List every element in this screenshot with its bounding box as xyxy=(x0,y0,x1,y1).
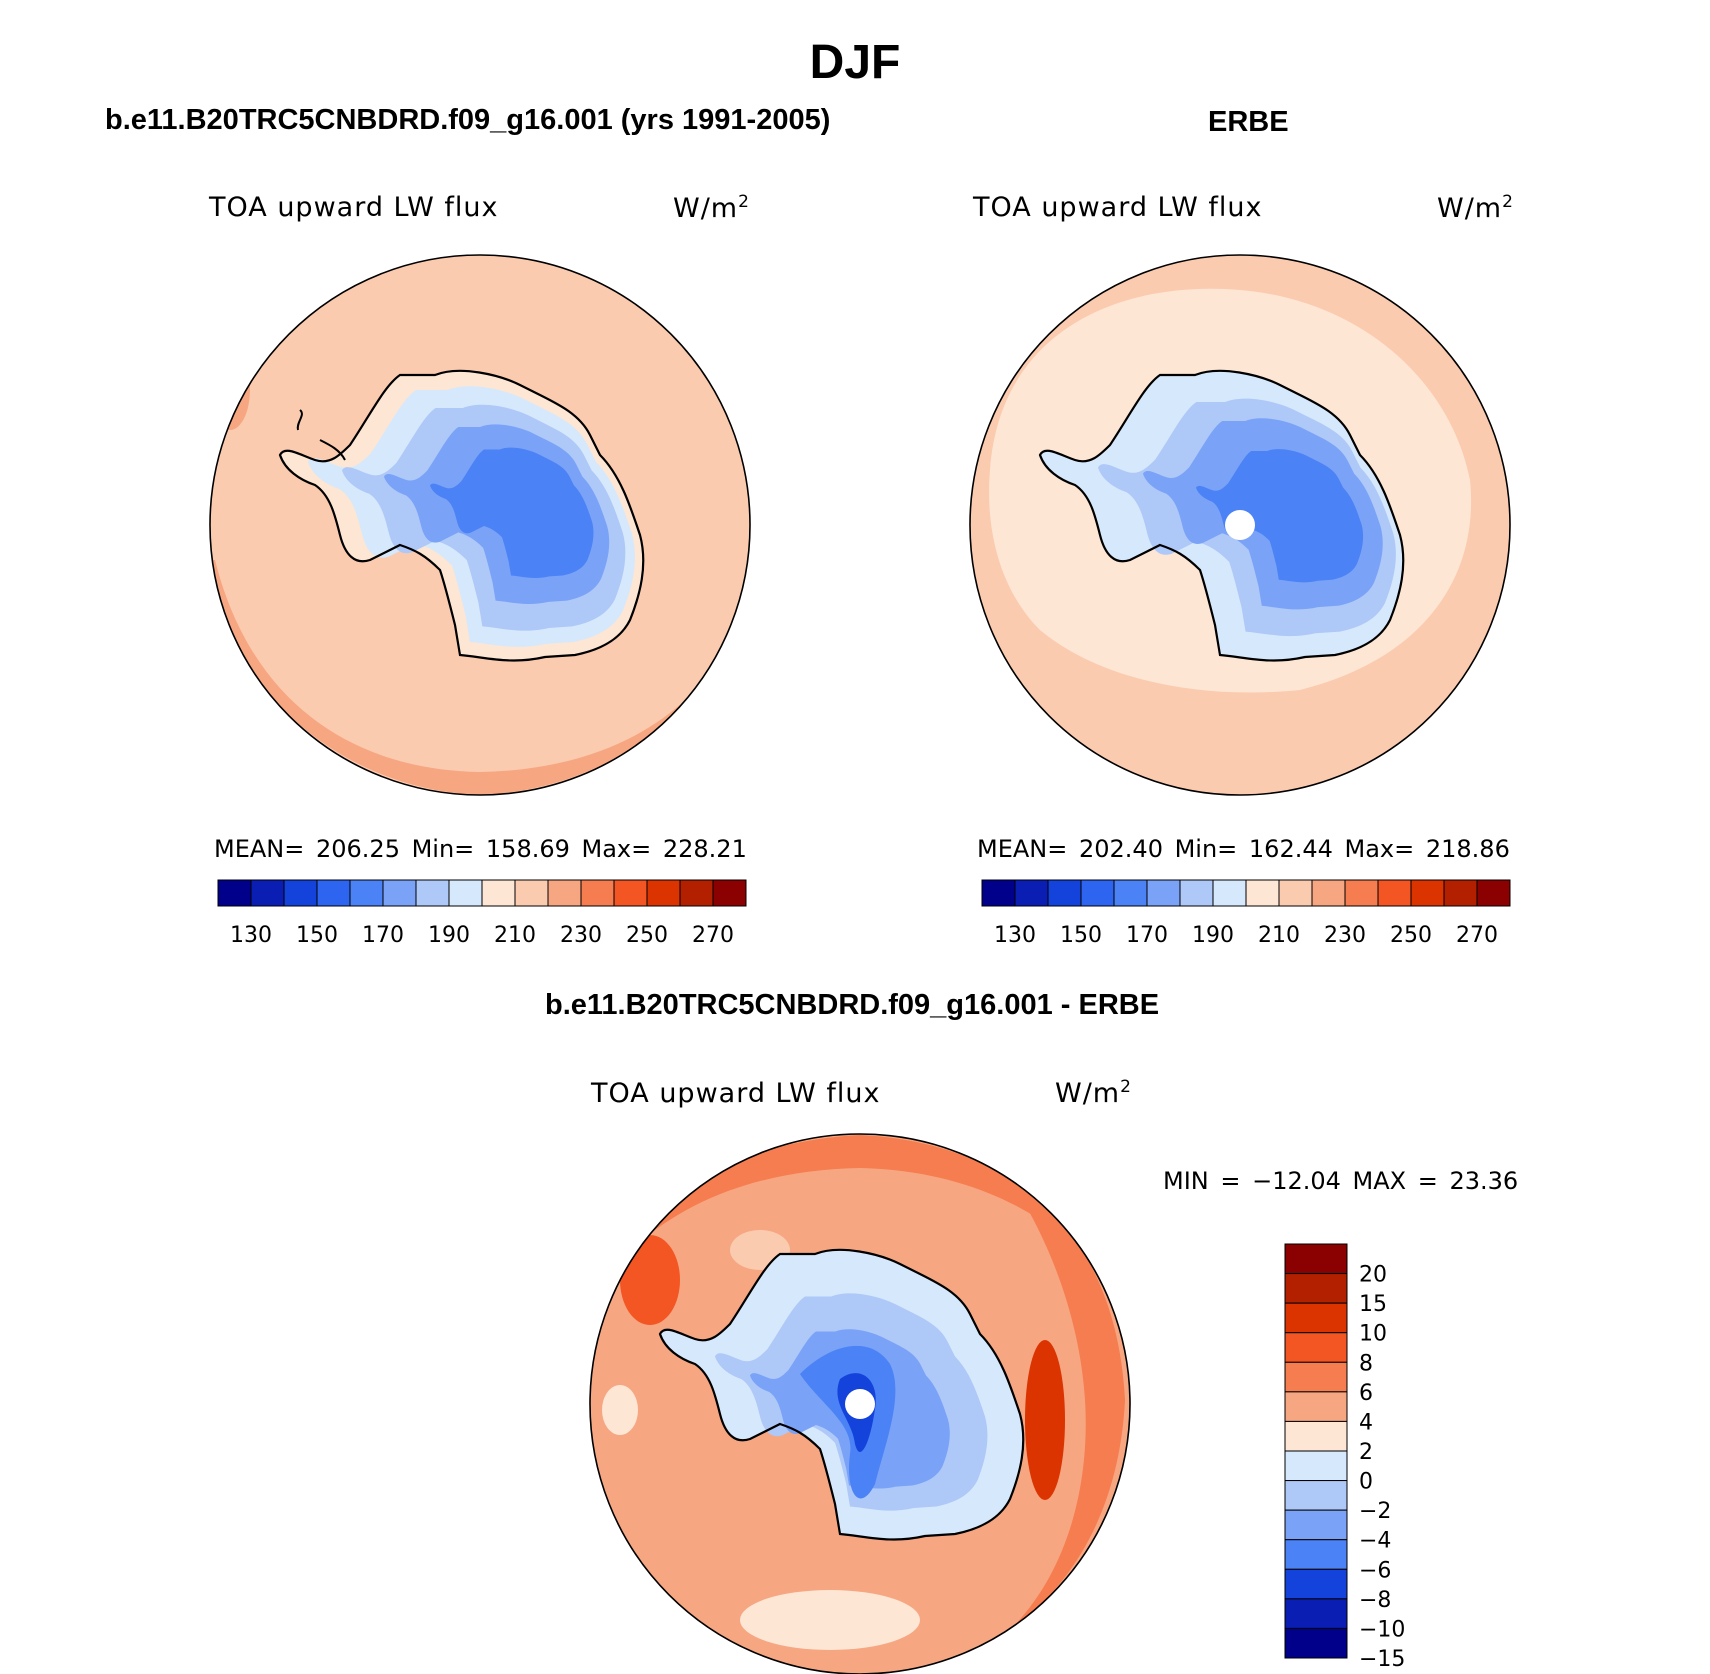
diff-colorbar-box-12 xyxy=(1284,1598,1348,1629)
diff-map-border xyxy=(589,1133,1131,1674)
model-colorbar-box-4 xyxy=(349,879,384,907)
obs-colorbar-box-0 xyxy=(981,879,1016,907)
model-colorbar-box-15 xyxy=(712,879,747,907)
obs-colorbar-box-7 xyxy=(1212,879,1247,907)
diff-units-label: W/m2 xyxy=(1055,1077,1132,1109)
obs-colorbar-box-6 xyxy=(1179,879,1214,907)
diff-colorbar-tick-label: 15 xyxy=(1359,1292,1387,1317)
model-units-label: W/m2 xyxy=(673,192,750,224)
model-colorbar-box-0 xyxy=(217,879,252,907)
model-colorbar-tick-label: 230 xyxy=(560,923,602,948)
diff-colorbar-box-4 xyxy=(1284,1361,1348,1393)
diff-colorbar-box-5 xyxy=(1284,1391,1348,1422)
obs-colorbar-box-13 xyxy=(1410,879,1445,907)
model-stats: MEAN= 206.25 Min= 158.69 Max= 228.21 xyxy=(214,835,747,863)
obs-colorbar-box-2 xyxy=(1047,879,1082,907)
diff-colorbar-tick-label: −15 xyxy=(1359,1647,1405,1672)
diff-colorbar-tick-label: 10 xyxy=(1359,1322,1387,1347)
diff-colorbar-box-7 xyxy=(1284,1450,1348,1482)
diff-colorbar-box-11 xyxy=(1284,1568,1348,1600)
model-colorbar-box-14 xyxy=(679,879,714,907)
obs-colorbar-tick-label: 150 xyxy=(1060,923,1102,948)
obs-colorbar-box-3 xyxy=(1080,879,1115,907)
model-colorbar-box-11 xyxy=(580,879,615,907)
model-colorbar-box-13 xyxy=(646,879,681,907)
model-colorbar-tick-label: 250 xyxy=(626,923,668,948)
model-colorbar: 130 150 170 190 210 230 250 270 xyxy=(217,879,747,948)
model-colorbar-tick-label: 270 xyxy=(692,923,734,948)
diff-colorbar-box-1 xyxy=(1284,1273,1348,1304)
main-title: DJF xyxy=(809,36,901,89)
obs-colorbar-tick-label: 210 xyxy=(1258,923,1300,948)
obs-colorbar-box-9 xyxy=(1278,879,1313,907)
model-colorbar-box-6 xyxy=(415,879,450,907)
obs-colorbar-box-11 xyxy=(1344,879,1379,907)
diff-colorbar-box-2 xyxy=(1284,1302,1348,1334)
diff-colorbar-tick-label: 20 xyxy=(1359,1263,1387,1288)
obs-colorbar-box-12 xyxy=(1377,879,1412,907)
model-colorbar-box-3 xyxy=(316,879,351,907)
model-variable-label: TOA upward LW flux xyxy=(209,192,499,223)
model-colorbar-tick-label: 190 xyxy=(428,923,470,948)
model-colorbar-box-2 xyxy=(283,879,318,907)
model-colorbar-box-9 xyxy=(514,879,549,907)
model-colorbar-box-1 xyxy=(250,879,285,907)
diff-colorbar-tick-label: −10 xyxy=(1359,1617,1405,1642)
diff-colorbar-tick-label: −8 xyxy=(1359,1588,1391,1613)
obs-map-border xyxy=(969,254,1511,796)
model-colorbar-tick-label: 210 xyxy=(494,923,536,948)
obs-colorbar: 130 150 170 190 210 230 250 270 xyxy=(981,879,1511,948)
diff-colorbar-box-0 xyxy=(1284,1243,1348,1275)
obs-map xyxy=(970,255,1510,795)
diff-colorbar-tick-label: −4 xyxy=(1359,1529,1391,1554)
diff-colorbar-tick-label: 6 xyxy=(1359,1381,1373,1406)
obs-colorbar-box-4 xyxy=(1113,879,1148,907)
obs-colorbar-tick-label: 170 xyxy=(1126,923,1168,948)
diff-stats: MIN = −12.04 MAX = 23.36 xyxy=(1163,1167,1519,1195)
obs-colorbar-tick-label: 130 xyxy=(994,923,1036,948)
model-colorbar-tick-label: 130 xyxy=(230,923,272,948)
diff-colorbar-tick-label: 8 xyxy=(1359,1351,1373,1376)
obs-colorbar-tick-label: 190 xyxy=(1192,923,1234,948)
diff-colorbar-box-13 xyxy=(1284,1627,1348,1659)
obs-colorbar-box-15 xyxy=(1476,879,1511,907)
model-map xyxy=(210,255,750,795)
obs-units-label: W/m2 xyxy=(1437,192,1514,224)
model-colorbar-tick-label: 150 xyxy=(296,923,338,948)
obs-stats: MEAN= 202.40 Min= 162.44 Max= 218.86 xyxy=(977,835,1510,863)
model-colorbar-box-12 xyxy=(613,879,648,907)
diff-colorbar-tick-label: 0 xyxy=(1359,1470,1373,1495)
diff-panel-title: b.e11.B20TRC5CNBDRD.f09_g16.001 - ERBE xyxy=(545,989,1160,1021)
obs-colorbar-tick-label: 270 xyxy=(1456,923,1498,948)
diff-colorbar-box-9 xyxy=(1284,1509,1348,1541)
diff-colorbar-box-8 xyxy=(1284,1480,1348,1511)
diff-colorbar-box-10 xyxy=(1284,1539,1348,1570)
model-colorbar-box-10 xyxy=(547,879,582,907)
diff-colorbar-box-3 xyxy=(1284,1332,1348,1363)
obs-colorbar-box-1 xyxy=(1014,879,1049,907)
model-colorbar-tick-label: 170 xyxy=(362,923,404,948)
obs-colorbar-box-5 xyxy=(1146,879,1181,907)
obs-panel-title: ERBE xyxy=(1208,106,1289,138)
diff-colorbar-tick-label: −2 xyxy=(1359,1499,1391,1524)
obs-colorbar-box-8 xyxy=(1245,879,1280,907)
obs-variable-label: TOA upward LW flux xyxy=(973,192,1263,223)
model-colorbar-box-5 xyxy=(382,879,417,907)
obs-colorbar-box-14 xyxy=(1443,879,1478,907)
obs-colorbar-tick-label: 250 xyxy=(1390,923,1432,948)
model-colorbar-box-7 xyxy=(448,879,483,907)
diff-map xyxy=(590,1134,1130,1674)
diff-colorbar-box-6 xyxy=(1284,1420,1348,1452)
diff-colorbar-tick-label: 2 xyxy=(1359,1440,1373,1465)
diff-colorbar-tick-label: −6 xyxy=(1359,1558,1391,1583)
model-panel-title: b.e11.B20TRC5CNBDRD.f09_g16.001 (yrs 199… xyxy=(105,104,831,136)
obs-colorbar-box-10 xyxy=(1311,879,1346,907)
model-colorbar-box-8 xyxy=(481,879,516,907)
model-map-border xyxy=(209,254,751,796)
diff-variable-label: TOA upward LW flux xyxy=(591,1078,881,1109)
diff-colorbar-tick-label: 4 xyxy=(1359,1410,1373,1435)
obs-colorbar-tick-label: 230 xyxy=(1324,923,1366,948)
